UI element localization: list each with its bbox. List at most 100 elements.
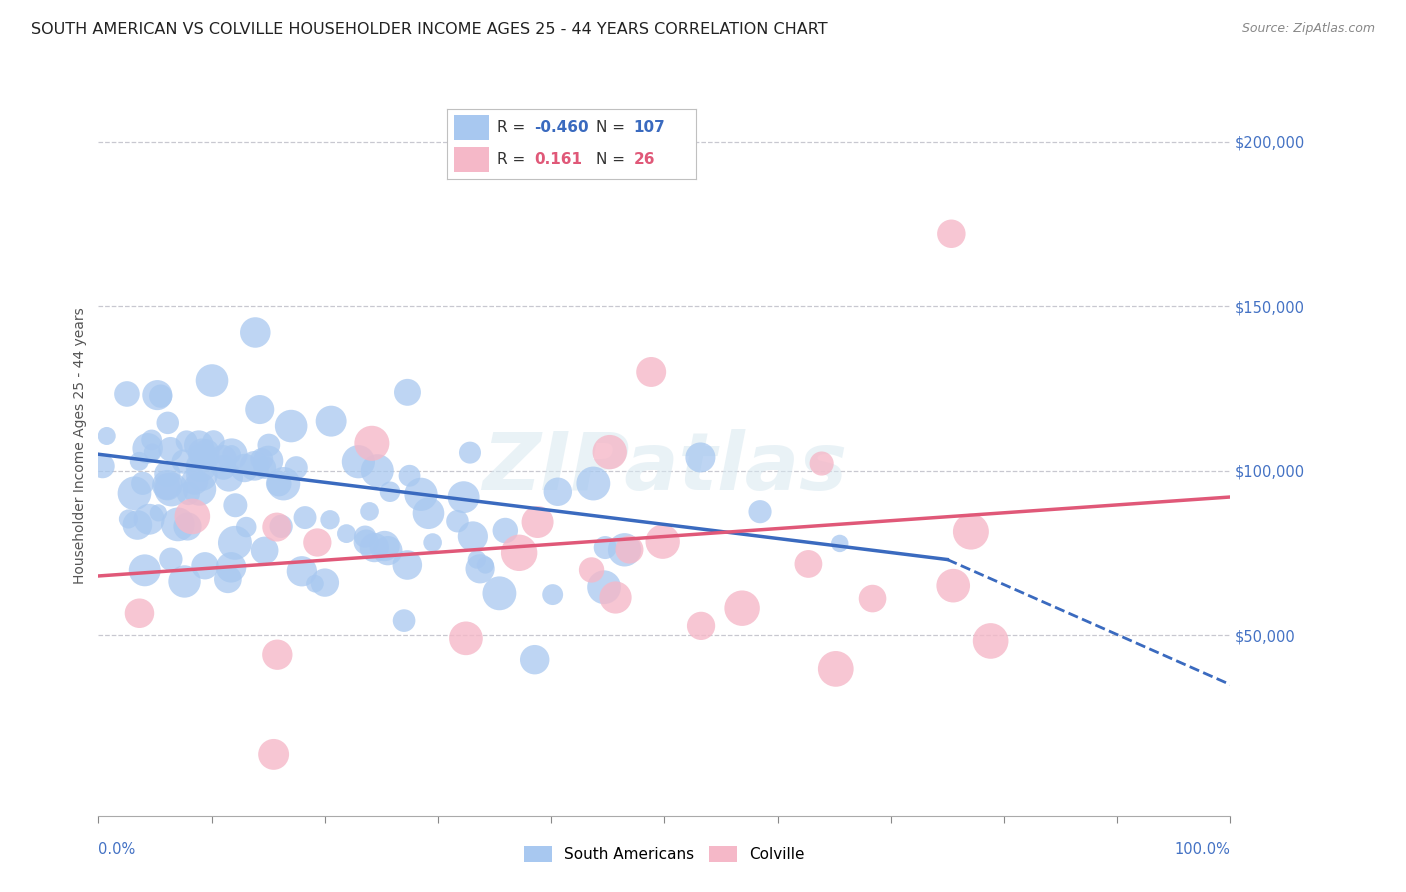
Point bbox=[146, 388, 169, 402]
Point bbox=[619, 542, 641, 557]
Point bbox=[173, 454, 195, 468]
Point bbox=[396, 385, 419, 400]
Point bbox=[980, 634, 1002, 648]
Point bbox=[314, 575, 336, 590]
Point bbox=[250, 452, 273, 467]
Point bbox=[360, 436, 382, 450]
Text: Source: ZipAtlas.com: Source: ZipAtlas.com bbox=[1241, 22, 1375, 36]
Point bbox=[141, 433, 163, 447]
Point bbox=[173, 574, 195, 589]
Point bbox=[191, 468, 214, 483]
Point bbox=[176, 434, 198, 449]
Text: 100.0%: 100.0% bbox=[1174, 842, 1230, 857]
Point bbox=[148, 506, 170, 520]
Point bbox=[454, 632, 477, 646]
Point bbox=[188, 482, 211, 496]
Point bbox=[266, 648, 288, 662]
Point bbox=[224, 536, 246, 550]
Point bbox=[160, 552, 183, 566]
Point bbox=[117, 512, 139, 526]
Point bbox=[159, 442, 181, 457]
Point bbox=[824, 662, 846, 676]
Point bbox=[465, 552, 488, 566]
Point bbox=[212, 460, 235, 475]
Text: SOUTH AMERICAN VS COLVILLE HOUSEHOLDER INCOME AGES 25 - 44 YEARS CORRELATION CHA: SOUTH AMERICAN VS COLVILLE HOUSEHOLDER I… bbox=[31, 22, 828, 37]
Point bbox=[156, 467, 179, 481]
Point bbox=[581, 563, 603, 577]
Point bbox=[221, 447, 243, 461]
Point bbox=[354, 530, 377, 544]
Point bbox=[942, 579, 965, 593]
Point bbox=[797, 557, 820, 571]
Point bbox=[115, 387, 138, 401]
Point bbox=[156, 478, 179, 492]
Point bbox=[810, 457, 832, 471]
Point bbox=[640, 365, 662, 379]
Point bbox=[422, 535, 444, 549]
Y-axis label: Householder Income Ages 25 - 44 years: Householder Income Ages 25 - 44 years bbox=[73, 308, 87, 584]
Point bbox=[307, 535, 329, 549]
Point bbox=[183, 475, 205, 489]
Point bbox=[253, 543, 276, 558]
Point bbox=[474, 558, 496, 573]
Point bbox=[690, 619, 713, 633]
Point bbox=[273, 476, 295, 491]
Point bbox=[508, 546, 530, 560]
Point bbox=[176, 519, 198, 533]
Point bbox=[285, 460, 308, 475]
Point bbox=[547, 484, 569, 499]
Point bbox=[396, 558, 419, 572]
Point bbox=[257, 454, 280, 468]
Point bbox=[689, 450, 711, 465]
Point bbox=[136, 442, 159, 456]
Point bbox=[141, 445, 163, 459]
Point bbox=[488, 586, 510, 600]
Point bbox=[377, 543, 399, 558]
Point bbox=[127, 518, 149, 533]
Point bbox=[731, 601, 754, 615]
Point bbox=[195, 445, 218, 459]
Point bbox=[409, 487, 432, 501]
Point bbox=[359, 504, 381, 518]
Point bbox=[257, 438, 280, 452]
Point bbox=[128, 454, 150, 468]
Point bbox=[335, 526, 357, 541]
Point bbox=[198, 451, 221, 466]
Point bbox=[201, 374, 224, 388]
Point bbox=[446, 514, 468, 528]
Point bbox=[267, 476, 290, 491]
Point bbox=[494, 524, 516, 538]
Point bbox=[156, 416, 179, 430]
Point bbox=[458, 445, 481, 459]
Point bbox=[347, 455, 370, 469]
Point bbox=[651, 534, 673, 549]
Point bbox=[418, 506, 440, 520]
Text: ZIPatlas: ZIPatlas bbox=[482, 429, 846, 508]
Point bbox=[167, 517, 190, 532]
Point bbox=[374, 539, 396, 553]
Point bbox=[245, 326, 267, 340]
Point bbox=[749, 505, 772, 519]
Point bbox=[523, 653, 546, 667]
Point bbox=[266, 520, 288, 534]
Point bbox=[194, 558, 217, 573]
Point bbox=[149, 389, 172, 403]
Point bbox=[202, 434, 225, 449]
Point bbox=[593, 541, 616, 555]
Point bbox=[294, 510, 316, 524]
Point bbox=[582, 476, 605, 491]
Point bbox=[378, 484, 401, 499]
Point bbox=[188, 448, 211, 462]
Point bbox=[218, 470, 240, 484]
Point bbox=[960, 524, 983, 539]
Legend: South Americans, Colville: South Americans, Colville bbox=[517, 839, 811, 868]
Point bbox=[138, 512, 160, 526]
Point bbox=[354, 535, 377, 549]
Point bbox=[321, 414, 343, 428]
Point bbox=[191, 445, 214, 459]
Point bbox=[134, 563, 156, 577]
Point bbox=[304, 576, 326, 591]
Point bbox=[212, 452, 235, 467]
Point bbox=[941, 227, 963, 241]
Point bbox=[224, 498, 246, 512]
